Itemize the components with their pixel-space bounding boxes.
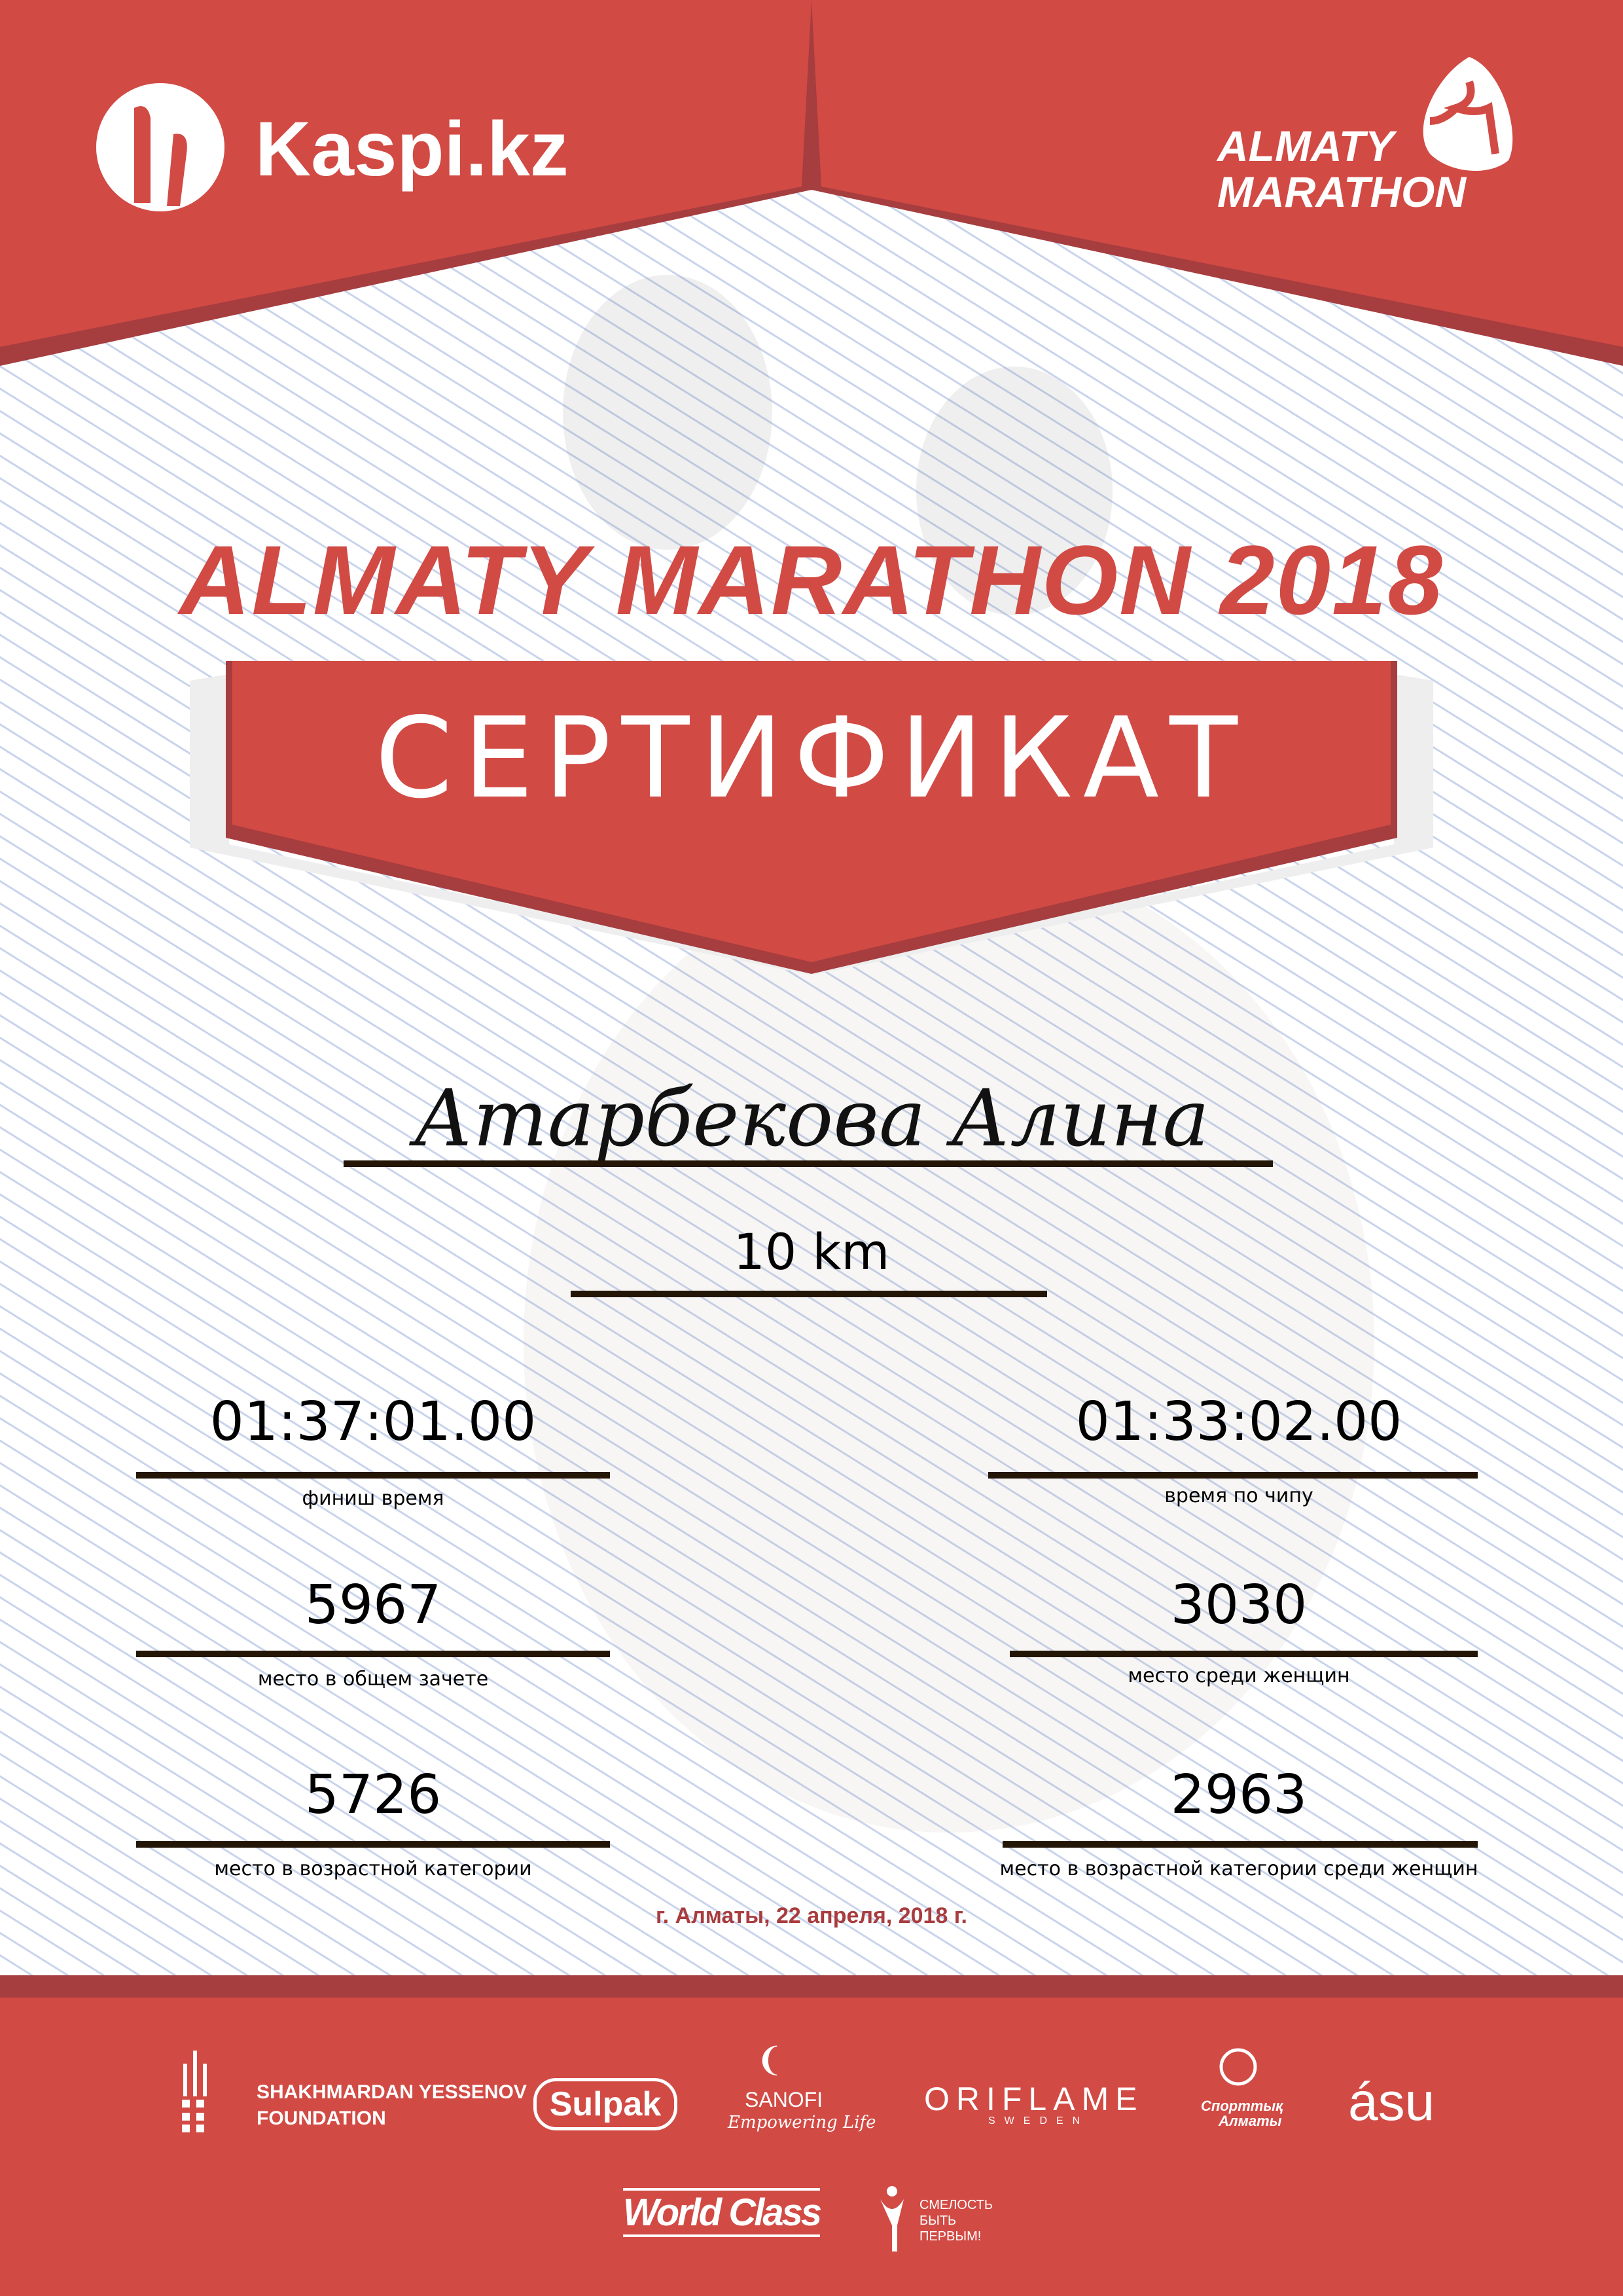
smelost-fund-icon bbox=[880, 2186, 904, 2251]
yessenov-logo-line2: FOUNDATION bbox=[257, 2108, 386, 2129]
overall-place-label: место в общем зачете bbox=[257, 1668, 489, 1691]
sulpak-logo: Sulpak bbox=[533, 2078, 677, 2130]
background-pattern bbox=[0, 0, 1623, 1977]
certificate-heading: СЕРТИФИКАТ bbox=[375, 694, 1248, 823]
stat-underline bbox=[136, 1841, 610, 1848]
stat-underline bbox=[136, 1651, 610, 1657]
stat-underline bbox=[1003, 1841, 1478, 1848]
oriflame-logo-text: ORIFLAME bbox=[924, 2081, 1144, 2117]
sportivnye-almaty-line2: Алматы bbox=[1219, 2113, 1282, 2129]
runner-photo bbox=[916, 367, 1113, 615]
sportivnye-almaty-line1: Спорттық bbox=[1201, 2098, 1283, 2114]
age-women-place-value: 2963 bbox=[1170, 1764, 1308, 1826]
smelost-line3: ПЕРВЫМ! bbox=[919, 2229, 982, 2244]
almaty-marathon-logo-line2: MARATHON bbox=[1217, 168, 1467, 216]
chip-time-value: 01:33:02.00 bbox=[1075, 1391, 1402, 1453]
finish-time-label: финиш время bbox=[302, 1487, 444, 1510]
age-place-value: 5726 bbox=[304, 1764, 442, 1826]
name-underline bbox=[344, 1160, 1273, 1167]
sanofi-tagline: Empowering Life bbox=[728, 2113, 876, 2132]
women-place-label: место среди женщин bbox=[1128, 1664, 1350, 1687]
stat-underline bbox=[1010, 1651, 1478, 1657]
stat-underline bbox=[988, 1472, 1478, 1479]
asu-logo: ásu bbox=[1348, 2072, 1435, 2132]
header-shape bbox=[0, 0, 1623, 366]
distance-underline bbox=[571, 1291, 1047, 1297]
chip-time-label: время по чипу bbox=[1164, 1484, 1313, 1507]
sanofi-logo-text: SANOFI bbox=[745, 2088, 823, 2111]
smelost-line2: БЫТЬ bbox=[919, 2214, 957, 2228]
sanofi-bird-icon: ❨ bbox=[756, 2041, 783, 2078]
finish-time-value: 01:37:01.00 bbox=[209, 1391, 537, 1453]
distance: 10 km bbox=[733, 1223, 890, 1281]
yessenov-logo-icon bbox=[182, 2051, 207, 2132]
event-date: г. Алматы, 22 апреля, 2018 г. bbox=[656, 1903, 967, 1928]
worldclass-logo: World Class bbox=[623, 2188, 822, 2237]
age-place-label: место в возрастной категории bbox=[214, 1857, 532, 1880]
kaspi-logo-text: Kaspi.kz bbox=[255, 106, 569, 192]
event-title: ALMATY MARATHON 2018 bbox=[179, 525, 1444, 635]
participant-name: Атарбекова Алина bbox=[414, 1073, 1209, 1164]
women-place-value: 3030 bbox=[1170, 1574, 1308, 1636]
almaty-marathon-runner-icon bbox=[1423, 57, 1513, 171]
almaty-marathon-logo-line1: ALMATY bbox=[1217, 122, 1395, 170]
age-women-place-label: место в возрастной категории среди женщи… bbox=[999, 1857, 1478, 1880]
certificate-banner bbox=[190, 661, 1433, 975]
oriflame-subtext: SWEDEN bbox=[988, 2115, 1090, 2126]
sponsor-footer bbox=[0, 1975, 1623, 2296]
stat-underline bbox=[136, 1472, 610, 1479]
smelost-line1: СМЕЛОСТЬ bbox=[919, 2198, 993, 2212]
sportivnye-almaty-emblem-icon bbox=[1219, 2048, 1257, 2086]
kaspi-logo-icon bbox=[96, 83, 224, 211]
footer-band bbox=[0, 1975, 1623, 1998]
runner-photo bbox=[524, 851, 1374, 1833]
runner-photo bbox=[563, 275, 772, 550]
yessenov-logo-line1: SHAKHMARDAN YESSENOV bbox=[257, 2081, 527, 2103]
overall-place-value: 5967 bbox=[304, 1574, 442, 1636]
